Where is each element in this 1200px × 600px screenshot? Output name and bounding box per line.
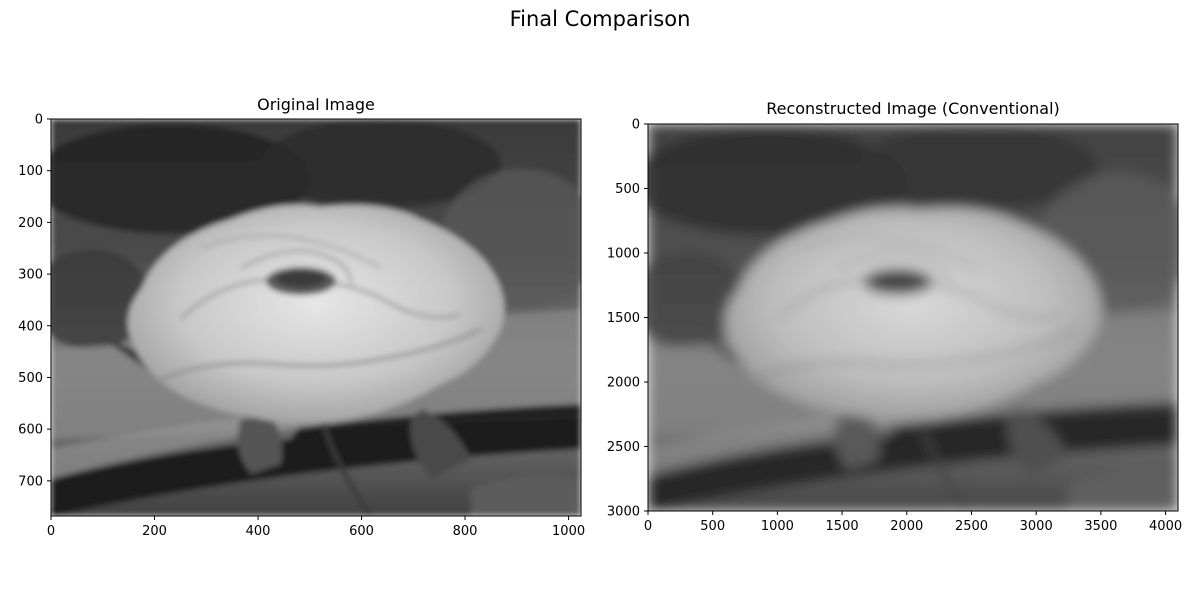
subplot-title-original: Original Image	[257, 95, 375, 114]
reconstructed-x-tick-label: 1500	[826, 519, 859, 534]
reconstructed-y-tick-label: 1500	[607, 311, 640, 326]
original-x-tick-label: 1000	[552, 524, 585, 539]
axis-ticks-original: 0 200 400 600 800 1000 0 100 200 300 400 500 600 700	[18, 113, 585, 540]
original-x-tick-label: 400	[246, 524, 271, 539]
reconstructed-x-tick-label: 2500	[955, 519, 988, 534]
original-y-tick-label: 300	[18, 268, 43, 283]
original-y-tick-label: 600	[18, 423, 43, 438]
reconstructed-y-tick-label: 1000	[607, 247, 640, 262]
original-y-tick-label: 200	[18, 216, 43, 231]
reconstructed-x-tick-label: 4000	[1149, 519, 1182, 534]
original-y-tick-label: 400	[18, 319, 43, 334]
original-image	[31, 119, 601, 516]
original-x-tick-label: 200	[142, 524, 167, 539]
reconstructed-x-tick-label: 1000	[761, 519, 794, 534]
original-y-tick-label: 100	[18, 164, 43, 179]
reconstructed-image	[648, 124, 1178, 511]
reconstructed-y-tick-label: 500	[615, 182, 640, 197]
axis-ticks-reconstructed: 0 500 1000 1500 2000 2500 3000 3500 4000 0 500 1000…	[607, 118, 1182, 535]
axes-frame-original	[50, 118, 582, 517]
figure-title: Final Comparison	[509, 7, 691, 31]
original-y-tick-label: 0	[35, 113, 43, 128]
original-x-tick-label: 600	[349, 524, 374, 539]
reconstructed-x-tick-label: 0	[644, 519, 652, 534]
reconstructed-y-tick-label: 0	[632, 118, 640, 133]
reconstructed-y-tick-label: 3000	[607, 505, 640, 520]
reconstructed-x-tick-label: 3000	[1020, 519, 1053, 534]
reconstructed-x-tick-label: 500	[700, 519, 725, 534]
subplot-title-reconstructed: Reconstructed Image (Conventional)	[766, 99, 1060, 118]
reconstructed-x-tick-label: 3500	[1084, 519, 1117, 534]
original-y-tick-label: 700	[18, 474, 43, 489]
original-y-tick-label: 500	[18, 371, 43, 386]
reconstructed-y-tick-label: 2000	[607, 376, 640, 391]
original-x-tick-label: 0	[47, 524, 55, 539]
original-x-tick-label: 800	[453, 524, 478, 539]
reconstructed-y-tick-label: 2500	[607, 440, 640, 455]
reconstructed-x-tick-label: 2000	[890, 519, 923, 534]
